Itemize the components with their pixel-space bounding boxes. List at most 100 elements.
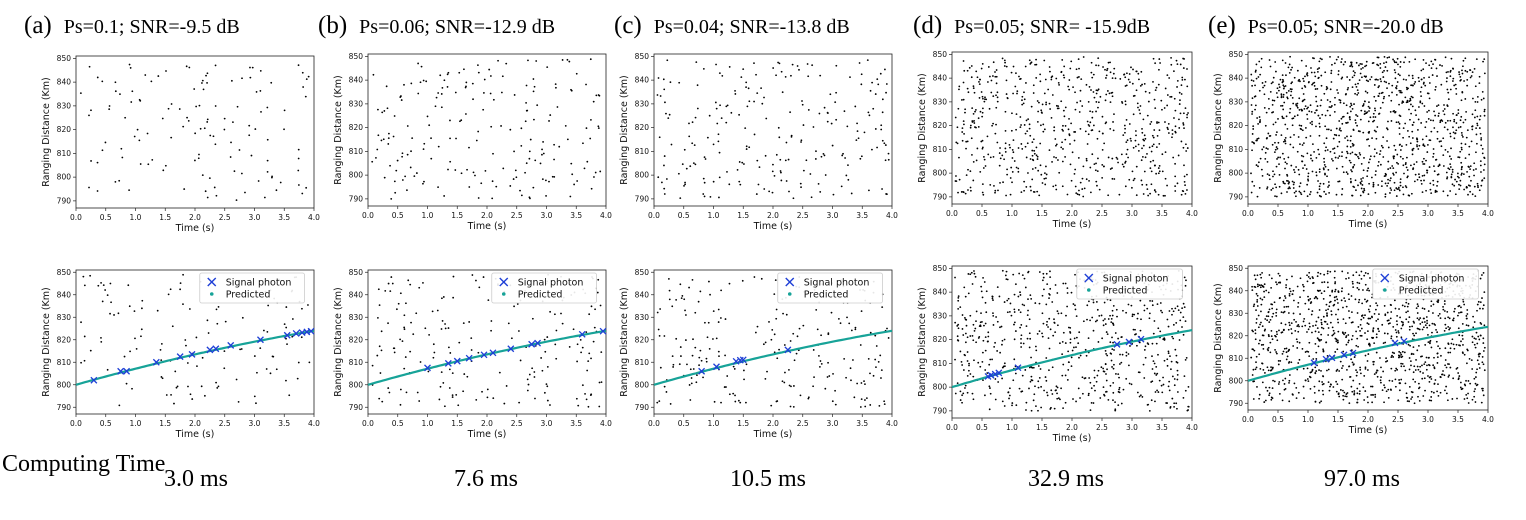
signal-photon-marker	[995, 369, 1003, 377]
noise-photon	[1260, 57, 1263, 60]
noise-photon	[1274, 348, 1276, 351]
noise-photon	[1428, 64, 1431, 67]
noise-photon	[1044, 78, 1047, 81]
noise-photon	[1476, 124, 1479, 127]
noise-photon	[215, 308, 218, 311]
noise-photon	[1153, 372, 1156, 375]
noise-photon	[1374, 109, 1377, 112]
noise-photon	[1460, 146, 1463, 149]
noise-photon	[88, 186, 90, 189]
noise-photon	[1161, 170, 1164, 173]
noise-photon	[1417, 129, 1419, 131]
noise-photon	[1043, 92, 1046, 95]
noise-photon	[1428, 399, 1431, 402]
noise-photon	[1460, 172, 1463, 175]
noise-photon	[1469, 185, 1471, 187]
noise-photon	[1281, 81, 1284, 84]
noise-photon	[541, 369, 544, 372]
noise-photon	[1057, 159, 1059, 161]
x-tick-label: 1.0	[1302, 415, 1314, 424]
x-tick-label: 1.5	[1036, 209, 1048, 218]
noise-photon	[1426, 169, 1429, 172]
noise-photon	[1466, 78, 1469, 81]
noise-photon	[1429, 188, 1432, 191]
noise-photon	[954, 321, 957, 324]
noise-photon	[1471, 128, 1474, 131]
noise-photon	[129, 67, 132, 69]
noise-photon	[1040, 173, 1043, 176]
noise-photon	[1286, 174, 1289, 177]
noise-photon	[1027, 118, 1030, 121]
noise-photon	[1078, 189, 1080, 192]
noise-photon	[812, 126, 815, 128]
noise-photon	[1183, 276, 1186, 279]
y-tick-label: 800	[57, 173, 72, 182]
noise-photon	[1079, 100, 1082, 102]
noise-photon	[283, 109, 286, 112]
noise-photon	[859, 406, 862, 408]
noise-photon	[1123, 124, 1126, 127]
noise-photon	[1381, 71, 1384, 74]
noise-photon	[1466, 348, 1469, 351]
noise-photon	[717, 308, 720, 311]
legend-signal-marker	[1084, 273, 1094, 283]
noise-photon	[1038, 302, 1041, 305]
noise-photon	[403, 326, 406, 329]
noise-photon	[1151, 368, 1154, 370]
noise-photon	[969, 273, 972, 276]
noise-photon	[1051, 94, 1054, 96]
noise-photon	[713, 400, 716, 403]
noise-photon	[1480, 137, 1483, 139]
noise-photon	[1306, 152, 1309, 155]
noise-photon	[1254, 104, 1257, 107]
noise-photon	[1039, 142, 1042, 145]
noise-photon	[1330, 69, 1333, 72]
noise-photon	[954, 392, 957, 395]
noise-photon	[1433, 367, 1436, 370]
noise-photon	[1351, 86, 1354, 88]
noise-photon	[1034, 63, 1036, 66]
noise-photon	[1258, 393, 1261, 396]
noise-photon	[1399, 65, 1402, 68]
noise-photon	[1089, 381, 1092, 384]
noise-photon	[1055, 385, 1058, 388]
noise-photon	[1054, 184, 1057, 187]
noise-photon	[1273, 301, 1276, 304]
x-tick-label: 3.0	[827, 419, 839, 428]
noise-photon	[161, 117, 164, 120]
noise-photon	[867, 357, 870, 360]
noise-photon	[985, 311, 988, 314]
noise-photon	[1357, 184, 1359, 187]
noise-photon	[201, 356, 204, 359]
noise-photon	[878, 405, 881, 407]
noise-photon	[1356, 93, 1359, 96]
noise-photon	[1386, 69, 1389, 72]
noise-photon	[409, 166, 412, 169]
noise-photon	[1383, 95, 1386, 98]
noise-photon	[1066, 305, 1069, 308]
noise-photon	[1125, 351, 1128, 354]
noise-photon	[1104, 323, 1107, 325]
noise-photon	[1387, 160, 1390, 163]
noise-photon	[1041, 182, 1044, 184]
noise-photon	[969, 189, 972, 192]
noise-photon	[1480, 323, 1483, 325]
noise-photon	[1157, 83, 1160, 86]
noise-photon	[1030, 379, 1033, 381]
noise-photon	[849, 367, 852, 370]
noise-photon	[1363, 189, 1366, 192]
noise-photon	[1005, 93, 1008, 95]
noise-photon	[1048, 292, 1050, 295]
noise-photon	[1265, 315, 1268, 318]
noise-photon	[1417, 76, 1420, 79]
noise-photon	[516, 303, 519, 305]
noise-photon	[248, 124, 251, 127]
noise-photon	[1162, 376, 1164, 379]
noise-photon	[1315, 358, 1318, 360]
noise-photon	[378, 397, 381, 400]
noise-photon	[990, 91, 993, 94]
noise-photon	[1452, 80, 1454, 82]
noise-photon	[1275, 165, 1278, 168]
noise-photon	[1408, 328, 1411, 331]
noise-photon	[182, 273, 184, 276]
